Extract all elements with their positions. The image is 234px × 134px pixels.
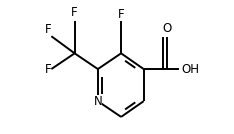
Text: OH: OH (182, 63, 200, 76)
Text: O: O (162, 22, 172, 35)
Text: F: F (118, 8, 124, 21)
Text: F: F (44, 63, 51, 76)
Text: F: F (71, 6, 78, 20)
Text: N: N (94, 95, 102, 108)
Text: F: F (44, 23, 51, 36)
